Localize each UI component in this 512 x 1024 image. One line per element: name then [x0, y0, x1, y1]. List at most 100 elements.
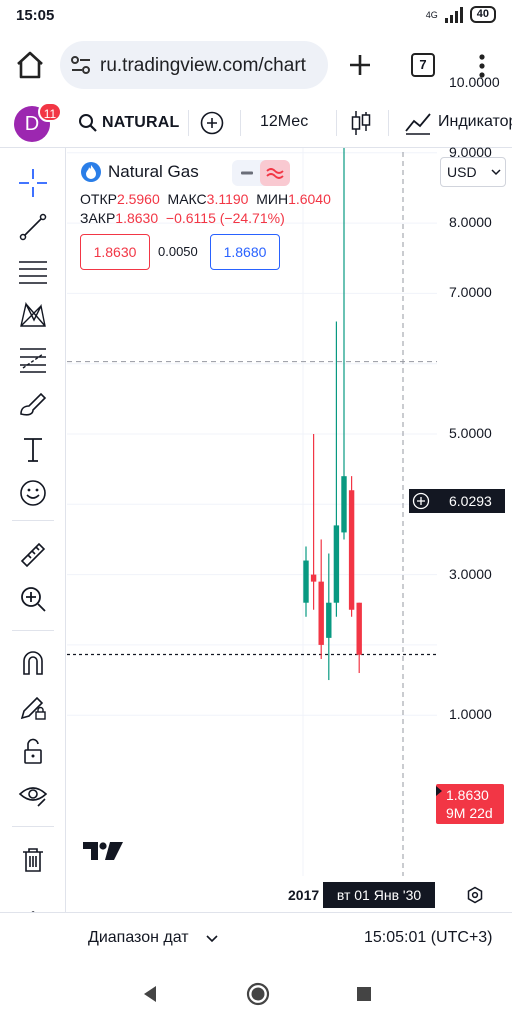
price-pointer-icon	[436, 786, 442, 796]
current-price-value: 1.8630	[446, 787, 489, 803]
brush-tool[interactable]	[14, 384, 52, 422]
drawing-toolbar	[0, 148, 66, 937]
pattern-tool[interactable]	[14, 296, 52, 334]
tool-divider	[12, 826, 54, 827]
fib-tool[interactable]	[14, 252, 52, 290]
signal-icon	[444, 6, 463, 23]
fib-retracement-icon	[19, 261, 47, 284]
candle-body	[310, 574, 317, 582]
home-nav-icon[interactable]	[246, 982, 270, 1006]
low-value: 1.6040	[288, 191, 331, 207]
price-axis-tick: 10.0000	[449, 73, 500, 90]
settings-hexagon-icon[interactable]	[466, 886, 484, 904]
system-nav-bar	[0, 966, 512, 1024]
change-value: −0.6115 (−24.71%)	[165, 210, 285, 226]
magnet-tool[interactable]	[14, 644, 52, 682]
candle	[310, 434, 317, 610]
toolbar-divider	[240, 110, 241, 136]
symbol-search-button[interactable]: NATURAL	[102, 114, 180, 131]
candle-body	[348, 490, 355, 610]
compare-add-icon[interactable]	[200, 111, 224, 135]
candle-body	[303, 560, 309, 603]
collapse-icon[interactable]	[240, 166, 254, 180]
bar-countdown: 9M 22d	[446, 805, 493, 821]
price-axis-tick: 1.0000	[449, 706, 492, 723]
zoom-tool[interactable]	[14, 580, 52, 618]
candle-body	[326, 602, 332, 638]
legend-close-row: ЗАКР1.8630 −0.6115 (−24.71%)	[80, 210, 285, 226]
price-axis-tick: 7.0000	[449, 284, 492, 301]
legend-header: Natural Gas	[80, 161, 199, 183]
new-tab-icon[interactable]	[348, 53, 372, 77]
site-settings-icon[interactable]	[70, 55, 92, 75]
add-plus-icon[interactable]	[412, 492, 430, 510]
chart-canvas[interactable]	[67, 148, 512, 912]
browser-bar: ru.tradingview.com/chart 7	[0, 32, 512, 98]
price-axis-tick: 9.0000	[449, 143, 492, 160]
interval-button[interactable]: 12Мес	[260, 113, 309, 130]
candle	[356, 602, 362, 674]
sell-button[interactable]: 1.8630	[80, 234, 150, 270]
price-axis-tick: 3.0000	[449, 565, 492, 582]
chevron-down-icon[interactable]	[206, 935, 218, 943]
lock-drawings-tool[interactable]	[14, 688, 52, 726]
candle	[348, 476, 355, 617]
status-time: 15:05	[16, 7, 55, 24]
candle	[341, 148, 347, 540]
remove-drawings-tool[interactable]	[14, 840, 52, 878]
brush-icon	[20, 392, 47, 416]
buy-button[interactable]: 1.8680	[210, 234, 280, 270]
open-value: 2.5960	[116, 191, 160, 207]
pencil-lock-icon	[20, 696, 46, 720]
high-value: 3.1190	[206, 191, 249, 207]
trend-line-icon	[19, 213, 47, 241]
network-label: 4G	[425, 9, 438, 20]
tool-divider	[12, 520, 54, 521]
currency-select[interactable]: USD	[440, 157, 506, 187]
forecast-tool[interactable]	[14, 340, 52, 378]
session-toggle[interactable]	[260, 160, 290, 186]
url-text[interactable]: ru.tradingview.com/chart	[100, 55, 306, 76]
high-label: МАКС	[167, 191, 207, 207]
hide-drawings-tool[interactable]	[14, 776, 52, 814]
crosshair-tool[interactable]	[14, 164, 52, 202]
eye-icon	[18, 787, 48, 807]
lock-all-tool[interactable]	[14, 732, 52, 770]
date-range-button[interactable]: Диапазон дат	[88, 929, 189, 946]
currency-value: USD	[447, 164, 477, 180]
tool-divider	[12, 630, 54, 631]
candles-series	[303, 148, 362, 681]
ruler-tool[interactable]	[14, 536, 52, 574]
trash-icon	[23, 848, 43, 872]
tab-switcher-button[interactable]: 7	[411, 53, 435, 77]
emoji-tool[interactable]	[14, 474, 52, 512]
magnet-icon	[23, 651, 43, 675]
more-menu-icon[interactable]	[478, 53, 486, 79]
time-axis[interactable]	[67, 876, 512, 912]
smiley-icon	[20, 480, 46, 506]
search-icon[interactable]	[78, 113, 98, 133]
trend-line-tool[interactable]	[14, 208, 52, 246]
text-tool[interactable]	[14, 430, 52, 468]
price-axis-tick: 8.0000	[449, 214, 492, 231]
candles-chart-type-icon[interactable]	[350, 109, 372, 137]
spread-value: 0.0050	[158, 244, 198, 259]
indicators-icon[interactable]	[404, 111, 432, 135]
low-label: МИН	[256, 191, 289, 207]
recents-icon[interactable]	[356, 986, 372, 1002]
flame-icon	[81, 162, 101, 182]
crosshair-price-value: 6.0293	[449, 493, 492, 509]
candle-body	[356, 602, 362, 655]
candle-body	[333, 525, 340, 603]
indicators-button[interactable]: Индикаторы	[438, 113, 512, 130]
timezone-clock[interactable]: 15:05:01 (UTC+3)	[364, 929, 493, 946]
symbol-title[interactable]: Natural Gas	[108, 162, 199, 181]
candle-body	[318, 581, 324, 645]
address-bar[interactable]: ru.tradingview.com/chart	[60, 41, 328, 89]
back-icon[interactable]	[142, 985, 158, 1003]
home-icon[interactable]	[14, 50, 46, 80]
bottom-bar: Диапазон дат 15:05:01 (UTC+3)	[0, 912, 512, 966]
close-label: ЗАКР	[80, 210, 116, 226]
toolbar-divider	[388, 110, 389, 136]
